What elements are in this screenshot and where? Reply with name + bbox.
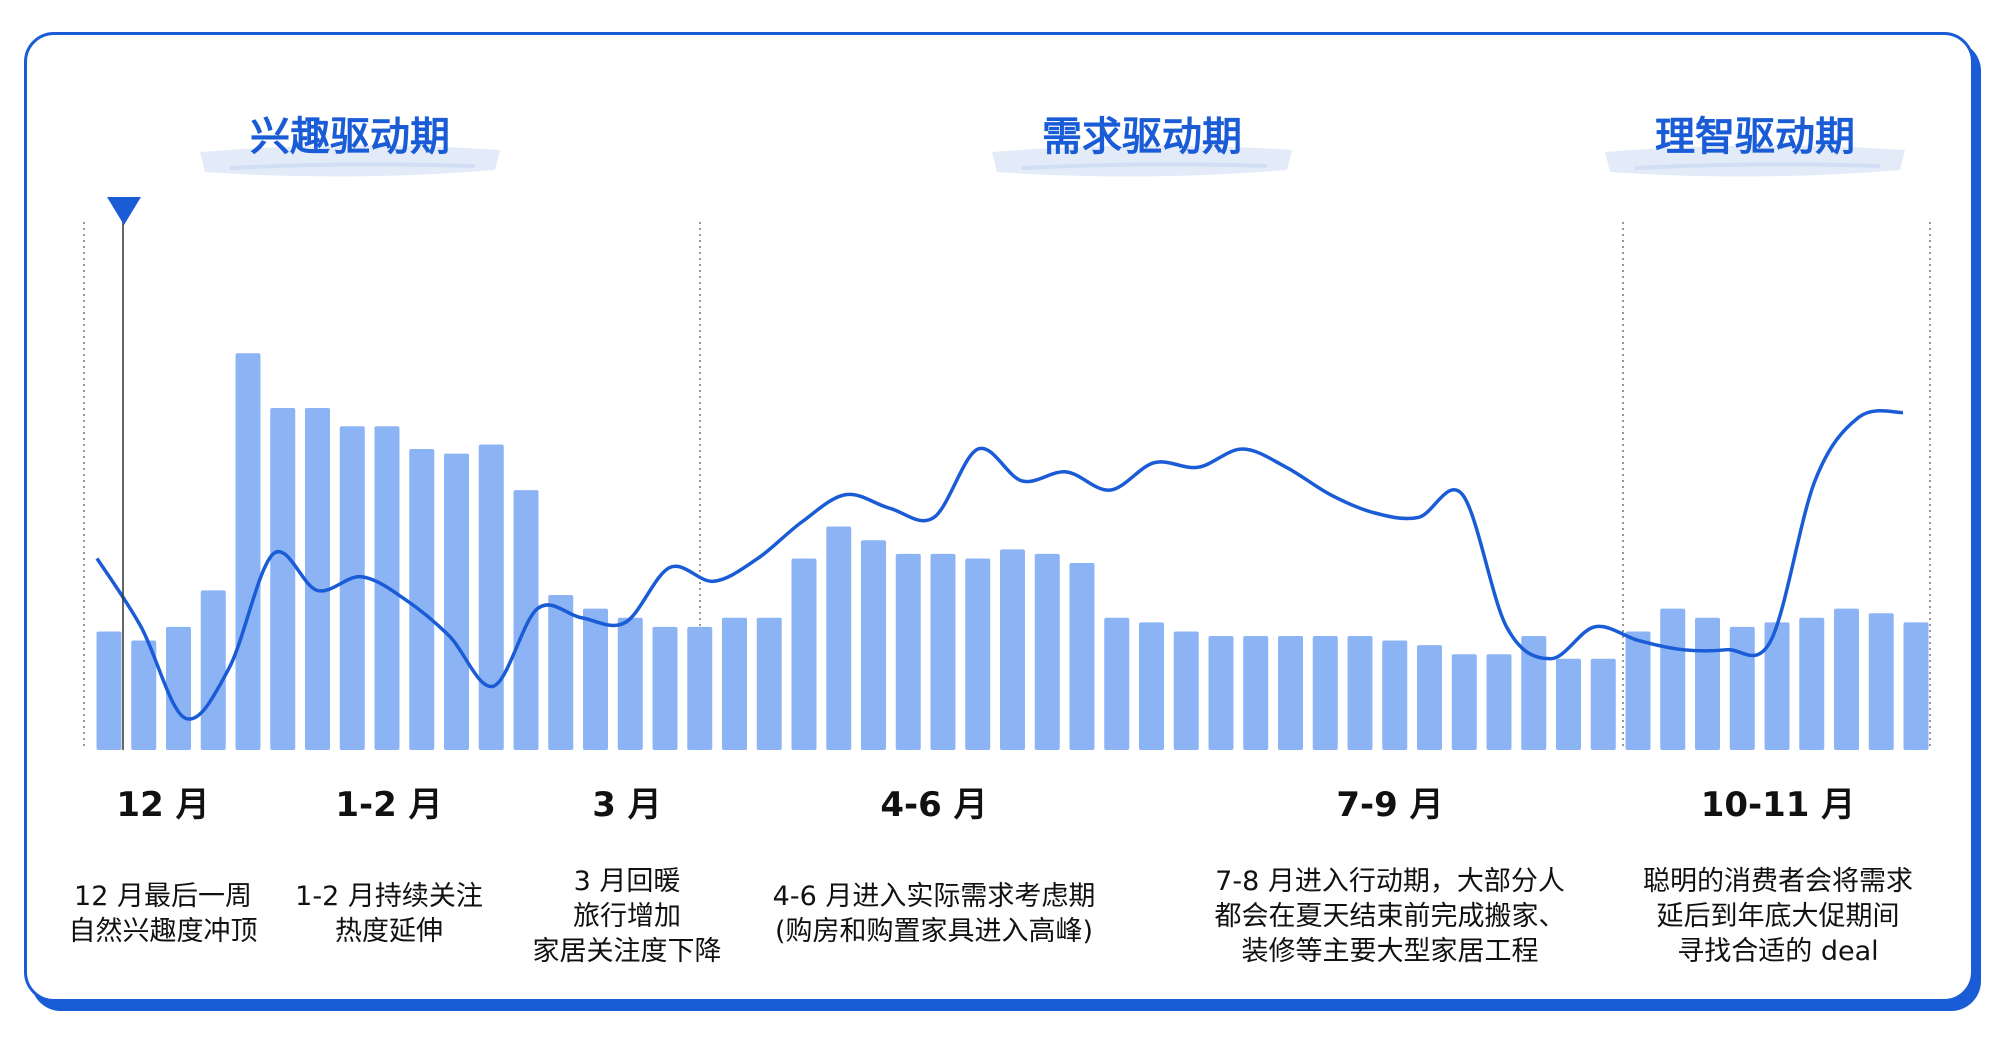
bar (1695, 617, 1720, 750)
period-description: 7-8 月进入行动期，大部分人 (1215, 866, 1565, 897)
bar (1069, 563, 1095, 750)
bar (513, 490, 539, 750)
bar (1104, 617, 1130, 750)
phase-brush (1605, 145, 1905, 177)
bar (826, 526, 852, 750)
bar (1312, 636, 1338, 750)
bar (409, 449, 435, 750)
phase-brush-stroke (1634, 162, 1881, 170)
period-description: 装修等主要大型家居工程 (1242, 936, 1539, 967)
period-description: 寻找合适的 deal (1677, 936, 1878, 967)
phase-title: 理智驱动期 (1655, 114, 1855, 160)
bar (1486, 654, 1512, 750)
bar (756, 617, 782, 750)
bar (1625, 631, 1651, 750)
bar (1243, 636, 1269, 750)
bar (96, 631, 122, 750)
period-description: 延后到年底大促期间 (1657, 901, 1900, 932)
bar (1000, 549, 1025, 750)
trend-line (95, 409, 1904, 721)
bar (861, 540, 886, 750)
period-description: 1-2 月持续关注 (295, 881, 483, 912)
bar (1521, 636, 1547, 750)
bar (1729, 626, 1755, 750)
phase-brush-stroke (229, 162, 476, 170)
period-label: 10-11 月 (1701, 785, 1856, 825)
period-description: (购房和购置家具进入高峰) (775, 916, 1093, 947)
bar (1382, 640, 1408, 750)
period-label: 1-2 月 (335, 785, 442, 825)
bar (1868, 613, 1894, 750)
period-description: 3 月回暖 (574, 866, 681, 897)
period-description: 12 月最后一周 (74, 881, 252, 912)
bar (200, 590, 226, 750)
bar (166, 626, 191, 750)
marker-triangle (107, 197, 141, 225)
bar (444, 453, 469, 750)
bar (131, 640, 157, 750)
bar (1556, 658, 1581, 750)
bar (895, 553, 921, 750)
period-label: 4-6 月 (880, 785, 987, 825)
bar (652, 626, 678, 750)
phase-brush (200, 145, 500, 177)
bar (1173, 631, 1199, 750)
bar (687, 626, 713, 750)
bar (1451, 654, 1477, 750)
bar (1799, 617, 1825, 750)
bar (583, 608, 608, 750)
phase-brush (992, 145, 1292, 177)
bar (617, 617, 643, 750)
period-description: 都会在夏天结束前完成搬家、 (1215, 901, 1566, 932)
bar (1903, 622, 1929, 750)
bar (965, 558, 991, 750)
phase-brush-stroke (1021, 162, 1268, 170)
period-description: 4-6 月进入实际需求考虑期 (773, 881, 1096, 912)
period-label: 3 月 (592, 785, 662, 825)
bar (548, 594, 574, 750)
period-description: 家居关注度下降 (533, 936, 722, 967)
phase-title: 兴趣驱动期 (250, 114, 450, 160)
period-description: 旅行增加 (573, 901, 681, 932)
bar (305, 408, 330, 750)
bar (1347, 636, 1373, 750)
bar (930, 553, 956, 750)
bar (1139, 622, 1164, 750)
bar (1208, 636, 1234, 750)
bar (478, 444, 504, 750)
bar (339, 426, 365, 750)
bar (1034, 553, 1060, 750)
bar (235, 353, 261, 750)
phase-title: 需求驱动期 (1042, 114, 1242, 160)
bar (791, 558, 817, 750)
period-description: 热度延伸 (335, 916, 443, 947)
period-description: 聪明的消费者会将需求 (1643, 866, 1913, 897)
bar (1834, 608, 1859, 750)
bar (1417, 645, 1442, 750)
bar (1590, 658, 1616, 750)
bar (722, 617, 747, 750)
period-description: 自然兴趣度冲顶 (69, 916, 258, 947)
bar (1278, 636, 1303, 750)
period-label: 7-9 月 (1336, 785, 1443, 825)
bar (1764, 622, 1790, 750)
bar (270, 408, 296, 750)
bar (1660, 608, 1686, 750)
period-label: 12 月 (116, 785, 209, 825)
